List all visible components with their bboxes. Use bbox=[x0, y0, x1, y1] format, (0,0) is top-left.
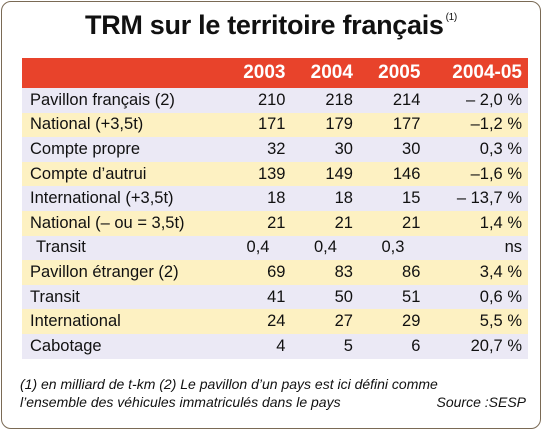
table-row: Transit 41 50 51 0,6 % bbox=[22, 284, 528, 310]
footnote-line-1: (1) en milliard de t-km (2) Le pavillon … bbox=[20, 376, 438, 392]
table-row: Pavillon étranger (2) 69 83 86 3,4 % bbox=[22, 260, 528, 285]
cell-2003: 210 bbox=[224, 88, 292, 113]
cell-change: 20,7 % bbox=[426, 333, 528, 359]
table-row: National (– ou = 3,5t) 21 21 21 1,4 % bbox=[22, 210, 528, 236]
column-header-2003: 2003 bbox=[224, 58, 292, 88]
table-row: Cabotage 4 5 6 20,7 % bbox=[22, 333, 528, 359]
column-header-2005: 2005 bbox=[358, 58, 427, 88]
column-header-2004: 2004 bbox=[291, 58, 359, 88]
column-header-change: 2004-05 bbox=[426, 58, 528, 88]
row-label: International (+3,5t) bbox=[22, 186, 224, 211]
cell-2004: 27 bbox=[291, 309, 359, 334]
table-row: Compte propre 32 30 30 0,3 % bbox=[22, 137, 528, 162]
cell-2004: 50 bbox=[291, 284, 359, 310]
row-label: National (+3,5t) bbox=[22, 112, 224, 138]
cell-2003: 171 bbox=[224, 112, 292, 138]
cell-2003: 32 bbox=[224, 137, 292, 162]
table-row: National (+3,5t) 171 179 177 –1,2 % bbox=[22, 112, 528, 138]
cell-2005: 214 bbox=[358, 88, 427, 113]
table-row: Pavillon français (2) 210 218 214– 2,0 % bbox=[22, 88, 528, 113]
cell-2004: 149 bbox=[291, 161, 359, 187]
cell-2003: 0,4 bbox=[224, 235, 292, 261]
cell-change: –1,6 % bbox=[426, 161, 528, 187]
cell-change: – 13,7 % bbox=[426, 186, 528, 211]
row-label: Pavillon étranger (2) bbox=[22, 260, 224, 285]
cell-2005: 86 bbox=[358, 260, 427, 285]
table-row: Compte d’autrui 139 149 146 –1,6 % bbox=[22, 161, 528, 187]
page-title: TRM sur le territoire français (1) bbox=[2, 10, 540, 41]
row-label: Compte d’autrui bbox=[22, 161, 224, 187]
table-row: International 24 27 29 5,5 % bbox=[22, 309, 528, 334]
cell-2004: 18 bbox=[291, 186, 359, 211]
title-footnote-marker: (1) bbox=[445, 12, 458, 23]
table-row: Transit 0,4 0,4 0,3 ns bbox=[22, 235, 528, 261]
cell-2005: 29 bbox=[358, 309, 427, 334]
row-label: Compte propre bbox=[22, 137, 224, 162]
footnote-line-2: l’ensemble des véhicules immatriculés da… bbox=[20, 394, 341, 410]
cell-2005: 21 bbox=[358, 210, 427, 236]
cell-2004: 83 bbox=[291, 260, 359, 285]
table-row: International (+3,5t) 18 18 15– 13,7 % bbox=[22, 186, 528, 211]
cell-2004: 21 bbox=[291, 210, 359, 236]
cell-2003: 21 bbox=[224, 210, 292, 236]
cell-change: 5,5 % bbox=[426, 309, 528, 334]
cell-2005: 177 bbox=[358, 112, 427, 138]
cell-change: –1,2 % bbox=[426, 112, 528, 138]
cell-2003: 41 bbox=[224, 284, 292, 310]
cell-change: 0,6 % bbox=[426, 284, 528, 310]
row-label: Cabotage bbox=[22, 333, 224, 359]
cell-2005: 15 bbox=[358, 186, 427, 211]
row-label: Transit bbox=[22, 235, 224, 261]
footnote: (1) en milliard de t-km (2) Le pavillon … bbox=[20, 375, 534, 411]
source-note: Source :SESP bbox=[436, 394, 527, 410]
cell-2005: 30 bbox=[358, 137, 427, 162]
row-label: Pavillon français (2) bbox=[22, 88, 224, 113]
cell-change: – 2,0 % bbox=[426, 88, 528, 113]
cell-2003: 69 bbox=[224, 260, 292, 285]
cell-2005: 146 bbox=[358, 161, 427, 187]
row-label: International bbox=[22, 309, 224, 334]
cell-2004: 5 bbox=[291, 333, 359, 359]
cell-2005: 51 bbox=[358, 284, 427, 310]
cell-change: 3,4 % bbox=[426, 260, 528, 285]
cell-2004: 0,4 bbox=[291, 235, 359, 261]
cell-2003: 18 bbox=[224, 186, 292, 211]
cell-2003: 4 bbox=[224, 333, 292, 359]
row-label: National (– ou = 3,5t) bbox=[22, 210, 224, 236]
title-text: TRM sur le territoire français bbox=[85, 10, 444, 40]
cell-2004: 218 bbox=[291, 88, 359, 113]
cell-2004: 30 bbox=[291, 137, 359, 162]
cell-2004: 179 bbox=[291, 112, 359, 138]
cell-2003: 24 bbox=[224, 309, 292, 334]
table-header-row: 2003 2004 2005 2004-05 bbox=[22, 58, 528, 88]
data-table: 2003 2004 2005 2004-05 Pavillon français… bbox=[22, 58, 528, 359]
cell-change: 1,4 % bbox=[426, 210, 528, 236]
cell-2003: 139 bbox=[224, 161, 292, 187]
cell-change: ns bbox=[426, 235, 528, 261]
cell-2005: 0,3 bbox=[358, 235, 427, 261]
row-label: Transit bbox=[22, 284, 224, 310]
cell-change: 0,3 % bbox=[426, 137, 528, 162]
cell-2005: 6 bbox=[358, 333, 427, 359]
column-header-label bbox=[22, 58, 224, 88]
